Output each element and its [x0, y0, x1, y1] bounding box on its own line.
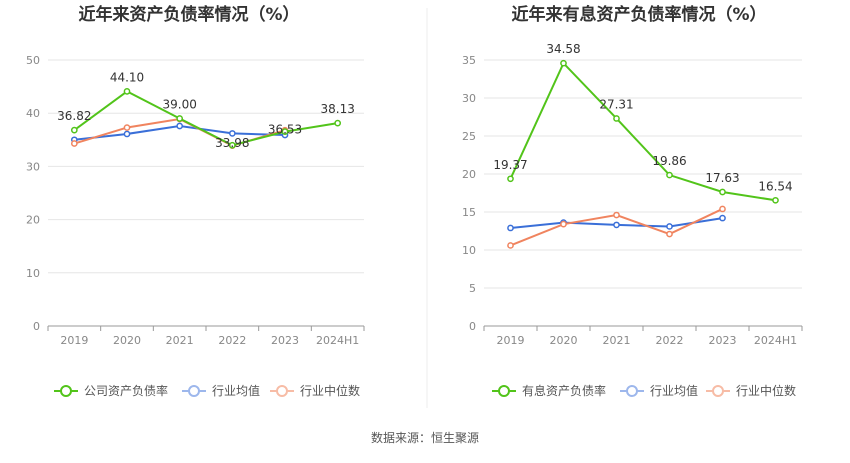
- x-tick-label: 2023: [709, 334, 737, 347]
- legend-marker: [498, 385, 510, 397]
- data-label: 33.98: [215, 136, 249, 150]
- data-point[interactable]: [176, 122, 184, 130]
- data-point[interactable]: [123, 88, 131, 95]
- data-label: 34.58: [546, 42, 580, 56]
- y-tick-label: 35: [462, 54, 476, 67]
- legend-label: 有息资产负债率: [522, 383, 606, 398]
- data-label: 27.31: [599, 97, 633, 111]
- chart-title: 近年来资产负债率情况（%）: [78, 4, 299, 25]
- data-point[interactable]: [123, 124, 131, 131]
- data-point[interactable]: [123, 130, 131, 138]
- data-label: 16.54: [758, 179, 792, 193]
- legend-label: 行业均值: [650, 383, 698, 398]
- x-tick-label: 2024H1: [754, 334, 797, 347]
- data-point[interactable]: [719, 205, 726, 213]
- x-tick-label: 2022: [656, 334, 684, 347]
- legend-marker: [276, 385, 288, 397]
- legend-item[interactable]: 行业均值: [182, 383, 260, 398]
- data-point[interactable]: [613, 115, 620, 122]
- y-tick-label: 40: [26, 107, 40, 120]
- data-point[interactable]: [334, 119, 342, 127]
- x-tick-label: 2021: [166, 334, 194, 347]
- data-label: 36.82: [57, 109, 91, 123]
- y-tick-label: 30: [462, 92, 476, 105]
- data-point[interactable]: [70, 126, 78, 134]
- legend-label: 行业均值: [212, 383, 260, 398]
- data-point[interactable]: [613, 211, 620, 219]
- y-tick-label: 20: [462, 168, 476, 181]
- data-source: 数据来源：恒生聚源: [371, 430, 479, 445]
- y-tick-label: 5: [469, 282, 476, 295]
- y-tick-label: 30: [26, 160, 40, 173]
- data-point[interactable]: [281, 128, 289, 136]
- x-tick-label: 2021: [603, 334, 631, 347]
- legend-label: 行业中位数: [300, 383, 360, 398]
- data-point[interactable]: [228, 130, 236, 137]
- data-point[interactable]: [666, 223, 673, 230]
- x-tick-label: 2022: [218, 334, 246, 347]
- legend-label: 公司资产负债率: [84, 383, 168, 398]
- y-tick-label: 15: [462, 206, 476, 219]
- x-tick-label: 2019: [497, 334, 525, 347]
- x-tick-label: 2020: [550, 334, 578, 347]
- legend-item[interactable]: 有息资产负债率: [492, 383, 606, 398]
- legend-marker: [188, 385, 200, 397]
- legend-label: 行业中位数: [736, 383, 796, 398]
- data-point[interactable]: [228, 141, 236, 149]
- x-tick-label: 2023: [271, 334, 299, 347]
- y-tick-label: 25: [462, 130, 476, 143]
- series-line: [509, 61, 776, 202]
- data-point[interactable]: [560, 59, 567, 67]
- y-tick-label: 10: [26, 267, 40, 280]
- legend-marker: [712, 385, 724, 397]
- data-point[interactable]: [507, 224, 514, 232]
- legend-item[interactable]: 行业中位数: [706, 383, 796, 398]
- data-label: 19.86: [652, 154, 686, 168]
- series-line: [73, 90, 338, 147]
- y-tick-label: 50: [26, 54, 40, 67]
- y-tick-label: 10: [462, 244, 476, 257]
- debt-ratio-chart: 近年来资产负债率情况（%） 0 10 20 30 40 50 2019 2020 2021 2022…: [26, 4, 365, 398]
- data-point[interactable]: [613, 221, 620, 229]
- data-point[interactable]: [507, 242, 514, 249]
- legend-marker: [60, 385, 72, 397]
- y-tick-label: 20: [26, 214, 40, 227]
- data-point[interactable]: [719, 214, 726, 222]
- data-label: 39.00: [162, 98, 196, 112]
- data-point[interactable]: [507, 175, 514, 183]
- data-point[interactable]: [176, 115, 184, 122]
- data-label: 38.13: [320, 102, 354, 116]
- chart-title: 近年来有息资产负债率情况（%）: [511, 4, 766, 25]
- data-label: 36.53: [268, 123, 302, 137]
- x-tick-label: 2019: [60, 334, 88, 347]
- data-label: 44.10: [110, 70, 144, 84]
- data-label: 19.37: [493, 158, 527, 172]
- data-point[interactable]: [719, 188, 726, 196]
- interest-debt-ratio-chart: 近年来有息资产负债率情况（%） 0 5 10 15 20 25 30 35 2019 2020 202…: [462, 4, 803, 398]
- data-label: 17.63: [705, 171, 739, 185]
- data-point[interactable]: [772, 196, 779, 204]
- x-tick-label: 2024H1: [316, 334, 359, 347]
- data-point[interactable]: [666, 230, 673, 238]
- legend-item[interactable]: 行业中位数: [270, 383, 360, 398]
- legend-item[interactable]: 行业均值: [620, 383, 698, 398]
- data-point[interactable]: [70, 140, 78, 147]
- legend-item[interactable]: 公司资产负债率: [54, 383, 168, 398]
- legend-marker: [626, 385, 638, 397]
- data-point[interactable]: [560, 220, 567, 228]
- data-point[interactable]: [666, 171, 673, 179]
- y-tick-label: 0: [33, 320, 40, 333]
- x-tick-label: 2020: [113, 334, 141, 347]
- y-tick-label: 0: [469, 320, 476, 333]
